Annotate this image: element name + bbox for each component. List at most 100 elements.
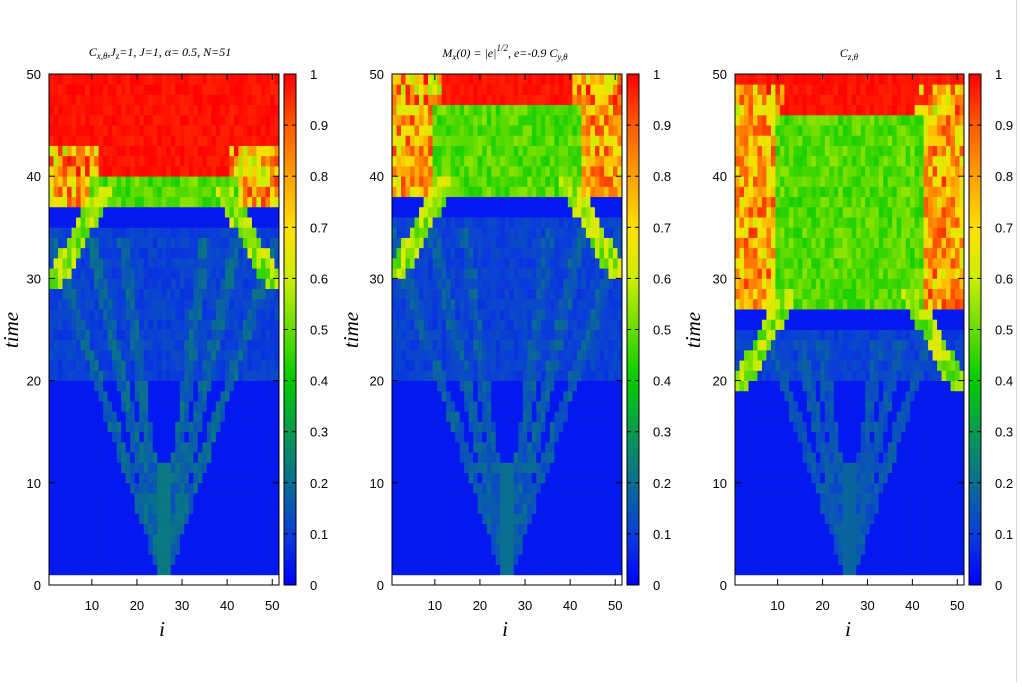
heatmap-cell [252,115,257,126]
heatmap-cell [518,146,523,157]
heatmap-cell [225,227,230,238]
heatmap-cell [58,105,63,116]
heatmap-cell [473,115,478,126]
heatmap-cell [130,94,135,105]
heatmap-cell [581,186,586,197]
heatmap-cell [121,360,126,371]
heatmap-cell [536,156,541,167]
heatmap-cell [500,452,505,463]
heatmap-cell [85,125,90,136]
heatmap-cell [473,238,478,249]
heatmap-cell [518,248,523,259]
heatmap-cell [135,370,140,381]
heatmap-cell [67,176,72,187]
heatmap-cell [586,493,591,504]
heatmap-cell [604,350,609,361]
heatmap-cell [216,299,221,310]
heatmap-cell [595,289,600,300]
heatmap-cell [410,186,415,197]
heatmap-cell [500,524,505,535]
heatmap-cell [613,207,618,218]
heatmap-cell [410,391,415,402]
heatmap-cell [572,411,577,422]
heatmap-cell [487,176,492,187]
heatmap-cell [613,340,618,351]
heatmap-cell [437,534,442,545]
heatmap-cell [478,330,483,341]
heatmap-cell [103,166,108,177]
heatmap-cell [198,330,203,341]
heatmap-cell [554,462,559,473]
heatmap-cell [487,278,492,289]
heatmap-cell [58,94,63,105]
heatmap-cell [568,289,573,300]
heatmap-cell [153,370,158,381]
heatmap-cell [410,207,415,218]
heatmap-cell [139,432,144,443]
heatmap-cell [487,483,492,494]
heatmap-cell [252,340,257,351]
heatmap-cell [126,370,131,381]
heatmap-cell [577,166,582,177]
heatmap-cell [265,197,270,208]
heatmap-cell [207,125,212,136]
heatmap-cell [581,493,586,504]
heatmap-cell [397,442,402,453]
heatmap-cell [76,74,81,85]
heatmap-cell [442,197,447,208]
heatmap-cell [225,524,230,535]
heatmap-cell [49,227,54,238]
heatmap-cell [523,565,528,576]
heatmap-cell [599,554,604,565]
heatmap-cell [139,452,144,463]
heatmap-cell [49,197,54,208]
heatmap-cell [455,483,460,494]
heatmap-cell [545,442,550,453]
heatmap-cell [392,258,397,269]
heatmap-cell [144,381,149,392]
heatmap-cell [193,350,198,361]
heatmap-cell [541,401,546,412]
heatmap-cell [608,238,613,249]
heatmap-cell [94,258,99,269]
heatmap-cell [207,350,212,361]
heatmap-cell [270,360,275,371]
heatmap-cell [590,299,595,310]
heatmap-cell [595,370,600,381]
heatmap-cell [171,462,176,473]
heatmap-cell [446,565,451,576]
colorbar-tick-label: 0.2 [310,476,328,491]
heatmap-cell [608,340,613,351]
heatmap-cell [252,554,257,565]
heatmap-cell [126,278,131,289]
heatmap-cell [415,462,420,473]
heatmap-cell [500,238,505,249]
heatmap-cell [189,452,194,463]
heatmap-cell [572,381,577,392]
heatmap-cell [581,370,586,381]
heatmap-cell [442,473,447,484]
heatmap-cell [586,534,591,545]
heatmap-cell [482,462,487,473]
heatmap-cell [216,319,221,330]
heatmap-cell [541,248,546,259]
heatmap-cell [572,524,577,535]
heatmap-cell [554,534,559,545]
heatmap-cell [99,452,104,463]
heatmap-cell [270,217,275,228]
heatmap-cell [238,360,243,371]
heatmap-cell [437,565,442,576]
heatmap-cell [577,493,582,504]
heatmap-cell [252,74,257,85]
heatmap-cell [599,350,604,361]
heatmap-cell [469,299,474,310]
heatmap-cell [103,289,108,300]
heatmap-cell [94,207,99,218]
heatmap-cell [563,544,568,555]
heatmap-cell [49,544,54,555]
heatmap-cell [563,340,568,351]
heatmap-cell [90,217,95,228]
heatmap-cell [175,503,180,514]
heatmap-cell [175,524,180,535]
heatmap-cell [58,258,63,269]
